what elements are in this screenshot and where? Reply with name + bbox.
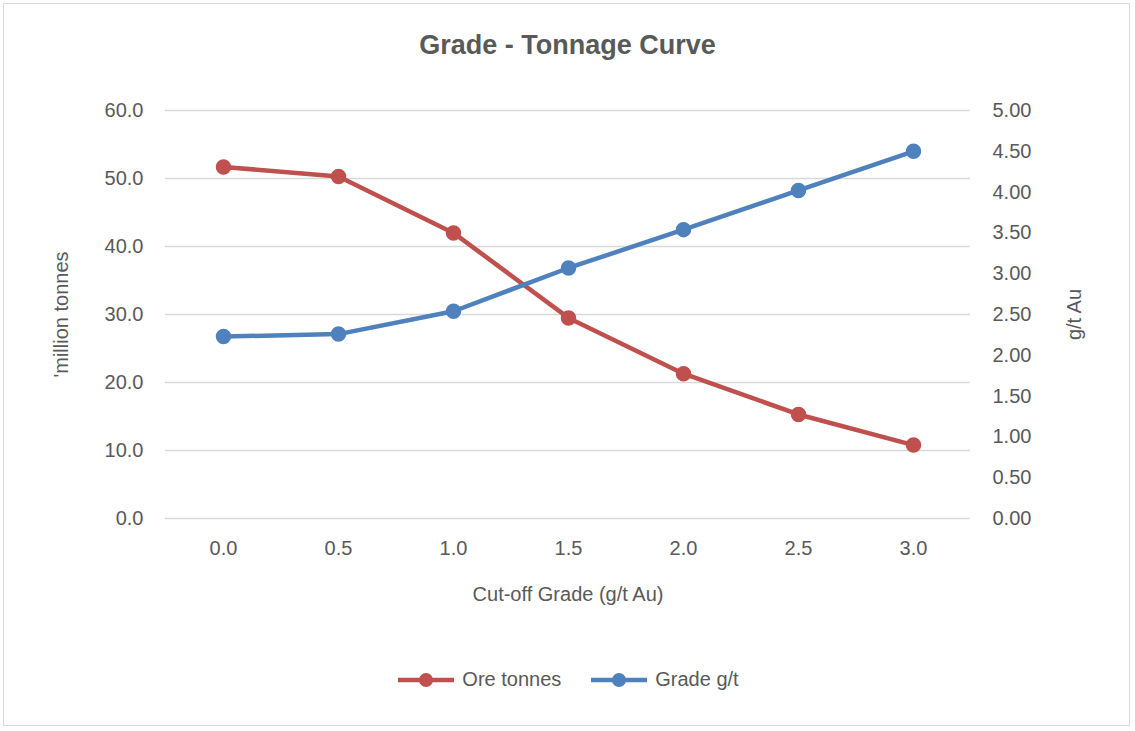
svg-text:0.0: 0.0 xyxy=(116,507,144,529)
svg-text:0.0: 0.0 xyxy=(210,537,238,559)
svg-text:2.0: 2.0 xyxy=(670,537,698,559)
html-text:Ore tonnes: Ore tonnes xyxy=(462,668,562,690)
svg-text:5.00: 5.00 xyxy=(993,99,1032,121)
svg-text:Cut-off Grade (g/t Au): Cut-off Grade (g/t Au) xyxy=(473,583,664,605)
svg-text:1.0: 1.0 xyxy=(440,537,468,559)
svg-text:1.50: 1.50 xyxy=(993,385,1032,407)
svg-text:0.50: 0.50 xyxy=(993,466,1032,488)
svg-text:2.00: 2.00 xyxy=(993,344,1032,366)
svg-text:20.0: 20.0 xyxy=(105,371,144,393)
svg-text:3.00: 3.00 xyxy=(993,262,1032,284)
svg-text:2.5: 2.5 xyxy=(785,537,813,559)
html-text:Grade g/t: Grade g/t xyxy=(655,668,739,690)
svg-text:g/t Au: g/t Au xyxy=(1063,289,1085,340)
svg-text:1.00: 1.00 xyxy=(993,425,1032,447)
svg-text:3.50: 3.50 xyxy=(993,221,1032,243)
svg-text:0.00: 0.00 xyxy=(993,507,1032,529)
svg-text:50.0: 50.0 xyxy=(105,167,144,189)
html-text:Grade - Tonnage Curve: Grade - Tonnage Curve xyxy=(419,30,716,60)
svg-text:4.50: 4.50 xyxy=(993,140,1032,162)
svg-text:2.50: 2.50 xyxy=(993,303,1032,325)
svg-text:4.00: 4.00 xyxy=(993,181,1032,203)
svg-text:1.5: 1.5 xyxy=(555,537,583,559)
svg-text:10.0: 10.0 xyxy=(105,439,144,461)
svg-text:60.0: 60.0 xyxy=(105,99,144,121)
svg-text:30.0: 30.0 xyxy=(105,303,144,325)
svg-text:40.0: 40.0 xyxy=(105,235,144,257)
svg-text:3.0: 3.0 xyxy=(900,537,928,559)
svg-text:0.5: 0.5 xyxy=(325,537,353,559)
svg-text:'million tonnes: 'million tonnes xyxy=(50,251,72,377)
